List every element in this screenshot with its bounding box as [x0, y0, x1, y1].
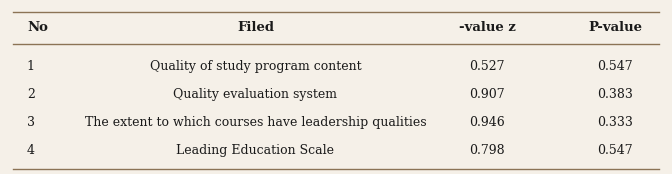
Text: Quality of study program content: Quality of study program content — [150, 61, 361, 73]
Text: 2: 2 — [27, 88, 35, 101]
Text: 1: 1 — [27, 61, 35, 73]
Text: 0.333: 0.333 — [597, 116, 633, 129]
Text: 3: 3 — [27, 116, 35, 129]
Text: 0.383: 0.383 — [597, 88, 633, 101]
Text: 0.527: 0.527 — [470, 61, 505, 73]
Text: 0.547: 0.547 — [597, 61, 633, 73]
Text: Filed: Filed — [237, 21, 274, 34]
Text: 0.798: 0.798 — [469, 144, 505, 157]
Text: Leading Education Scale: Leading Education Scale — [176, 144, 335, 157]
Text: Quality evaluation system: Quality evaluation system — [173, 88, 337, 101]
Text: No: No — [27, 21, 48, 34]
Text: -value z: -value z — [459, 21, 515, 34]
Text: 0.907: 0.907 — [469, 88, 505, 101]
Text: P-value: P-value — [588, 21, 642, 34]
Text: 4: 4 — [27, 144, 35, 157]
Text: 0.547: 0.547 — [597, 144, 633, 157]
Text: The extent to which courses have leadership qualities: The extent to which courses have leaders… — [85, 116, 426, 129]
Text: 0.946: 0.946 — [469, 116, 505, 129]
